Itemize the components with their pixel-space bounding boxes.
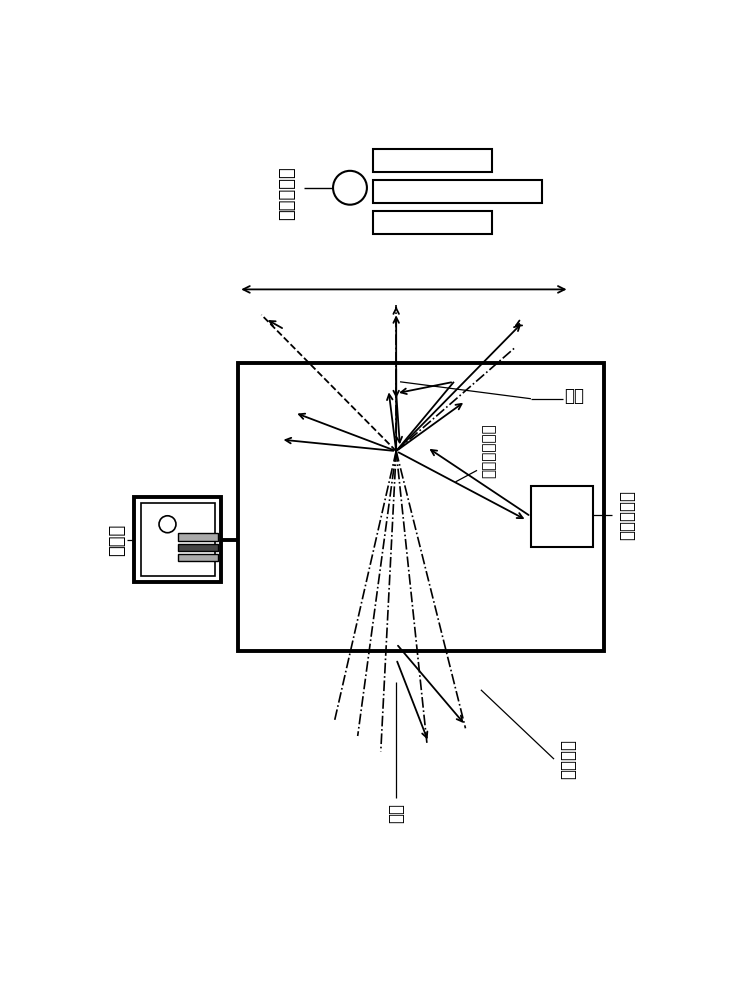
Text: 被检物或人: 被检物或人 [277, 166, 296, 220]
Bar [141, 503, 215, 576]
Bar [177, 544, 217, 551]
Bar [531, 486, 593, 547]
Text: 自身干扰辐射: 自身干扰辐射 [481, 424, 496, 478]
Bar [238, 363, 604, 651]
Bar [373, 180, 542, 203]
Text: 扫描机构: 扫描机构 [559, 739, 578, 779]
Bar [177, 554, 217, 561]
Bar [373, 149, 493, 172]
Text: 内部干扰源: 内部干扰源 [618, 490, 636, 540]
Text: 显示屏: 显示屏 [108, 524, 126, 556]
Text: 光轴: 光轴 [564, 387, 584, 405]
Bar [135, 497, 221, 582]
Bar [373, 211, 493, 234]
Bar [177, 533, 217, 541]
Text: 设备: 设备 [387, 803, 405, 823]
